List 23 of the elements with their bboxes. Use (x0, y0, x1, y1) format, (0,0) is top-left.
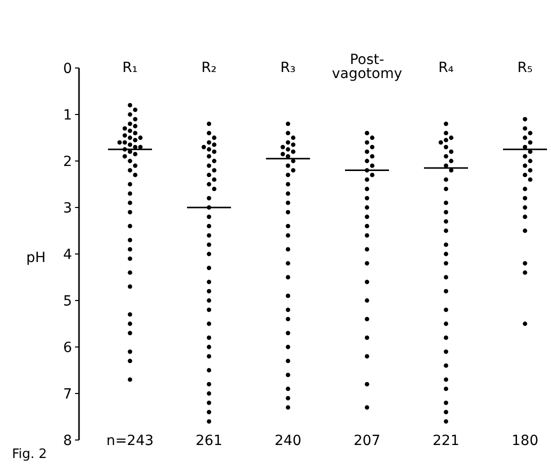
y-tick-label: 7 (63, 386, 72, 402)
annotation: 180 (512, 432, 538, 449)
x-tick-label: R₃ (280, 60, 296, 76)
x-tick-label: Post-vagotomy (332, 52, 402, 82)
annotation: 261 (196, 432, 222, 449)
y-tick-label: 2 (63, 154, 72, 170)
y-tick-label: 8 (63, 432, 72, 449)
y-tick-label: 3 (63, 200, 72, 216)
y-tick-label: 5 (63, 293, 72, 310)
y-tick-label: 6 (63, 340, 72, 356)
annotation: 240 (274, 432, 302, 449)
x-tick-label: R₄ (438, 60, 454, 76)
annotation: n=243 (106, 432, 154, 449)
y-axis-title: pH (26, 250, 46, 266)
caption: Fig. 2 (12, 447, 47, 462)
annotation: 207 (354, 432, 380, 449)
y-tick-label: 1 (63, 107, 72, 124)
annotation: 221 (432, 432, 460, 449)
x-tick-label: R₅ (517, 60, 533, 76)
x-tick-label: R₁ (122, 60, 138, 76)
x-tick-label: R₂ (201, 60, 217, 76)
y-tick-label: 0 (63, 60, 72, 77)
y-tick-label: 4 (63, 246, 72, 263)
